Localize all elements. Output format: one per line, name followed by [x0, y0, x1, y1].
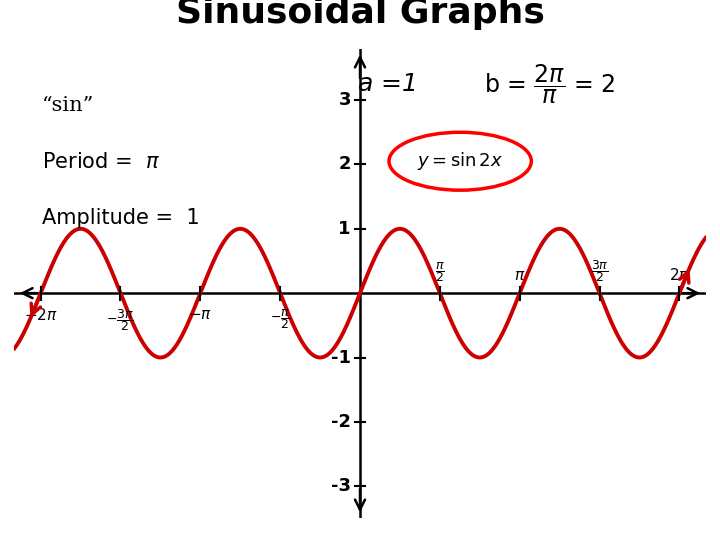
Text: $\pi$: $\pi$	[514, 268, 526, 284]
Text: Sinusoidal Graphs: Sinusoidal Graphs	[176, 0, 544, 30]
Text: Amplitude =  1: Amplitude = 1	[42, 208, 199, 228]
Text: $-2\pi$: $-2\pi$	[24, 307, 58, 323]
Text: -2: -2	[331, 413, 351, 431]
Text: Period =  $\pi$: Period = $\pi$	[42, 152, 160, 172]
Text: $-\pi$: $-\pi$	[188, 307, 212, 322]
Text: -1: -1	[331, 348, 351, 367]
Text: $\dfrac{3\pi}{2}$: $\dfrac{3\pi}{2}$	[590, 258, 608, 284]
Text: $-\dfrac{\pi}{2}$: $-\dfrac{\pi}{2}$	[270, 307, 290, 331]
Text: $a$ =1: $a$ =1	[356, 72, 415, 96]
Text: $\dfrac{\pi}{2}$: $\dfrac{\pi}{2}$	[435, 260, 445, 284]
Text: b = $\dfrac{2\pi}{\pi}$ = 2: b = $\dfrac{2\pi}{\pi}$ = 2	[485, 63, 616, 106]
Text: 1: 1	[338, 220, 351, 238]
Text: -3: -3	[331, 477, 351, 495]
Text: $2\pi$: $2\pi$	[669, 267, 690, 284]
Text: “sin”: “sin”	[42, 96, 94, 114]
Text: 2: 2	[338, 156, 351, 173]
Text: $-\dfrac{3\pi}{2}$: $-\dfrac{3\pi}{2}$	[107, 307, 135, 333]
Ellipse shape	[389, 132, 531, 190]
Text: 3: 3	[338, 91, 351, 109]
Text: $y = \sin2x$: $y = \sin2x$	[417, 150, 503, 172]
